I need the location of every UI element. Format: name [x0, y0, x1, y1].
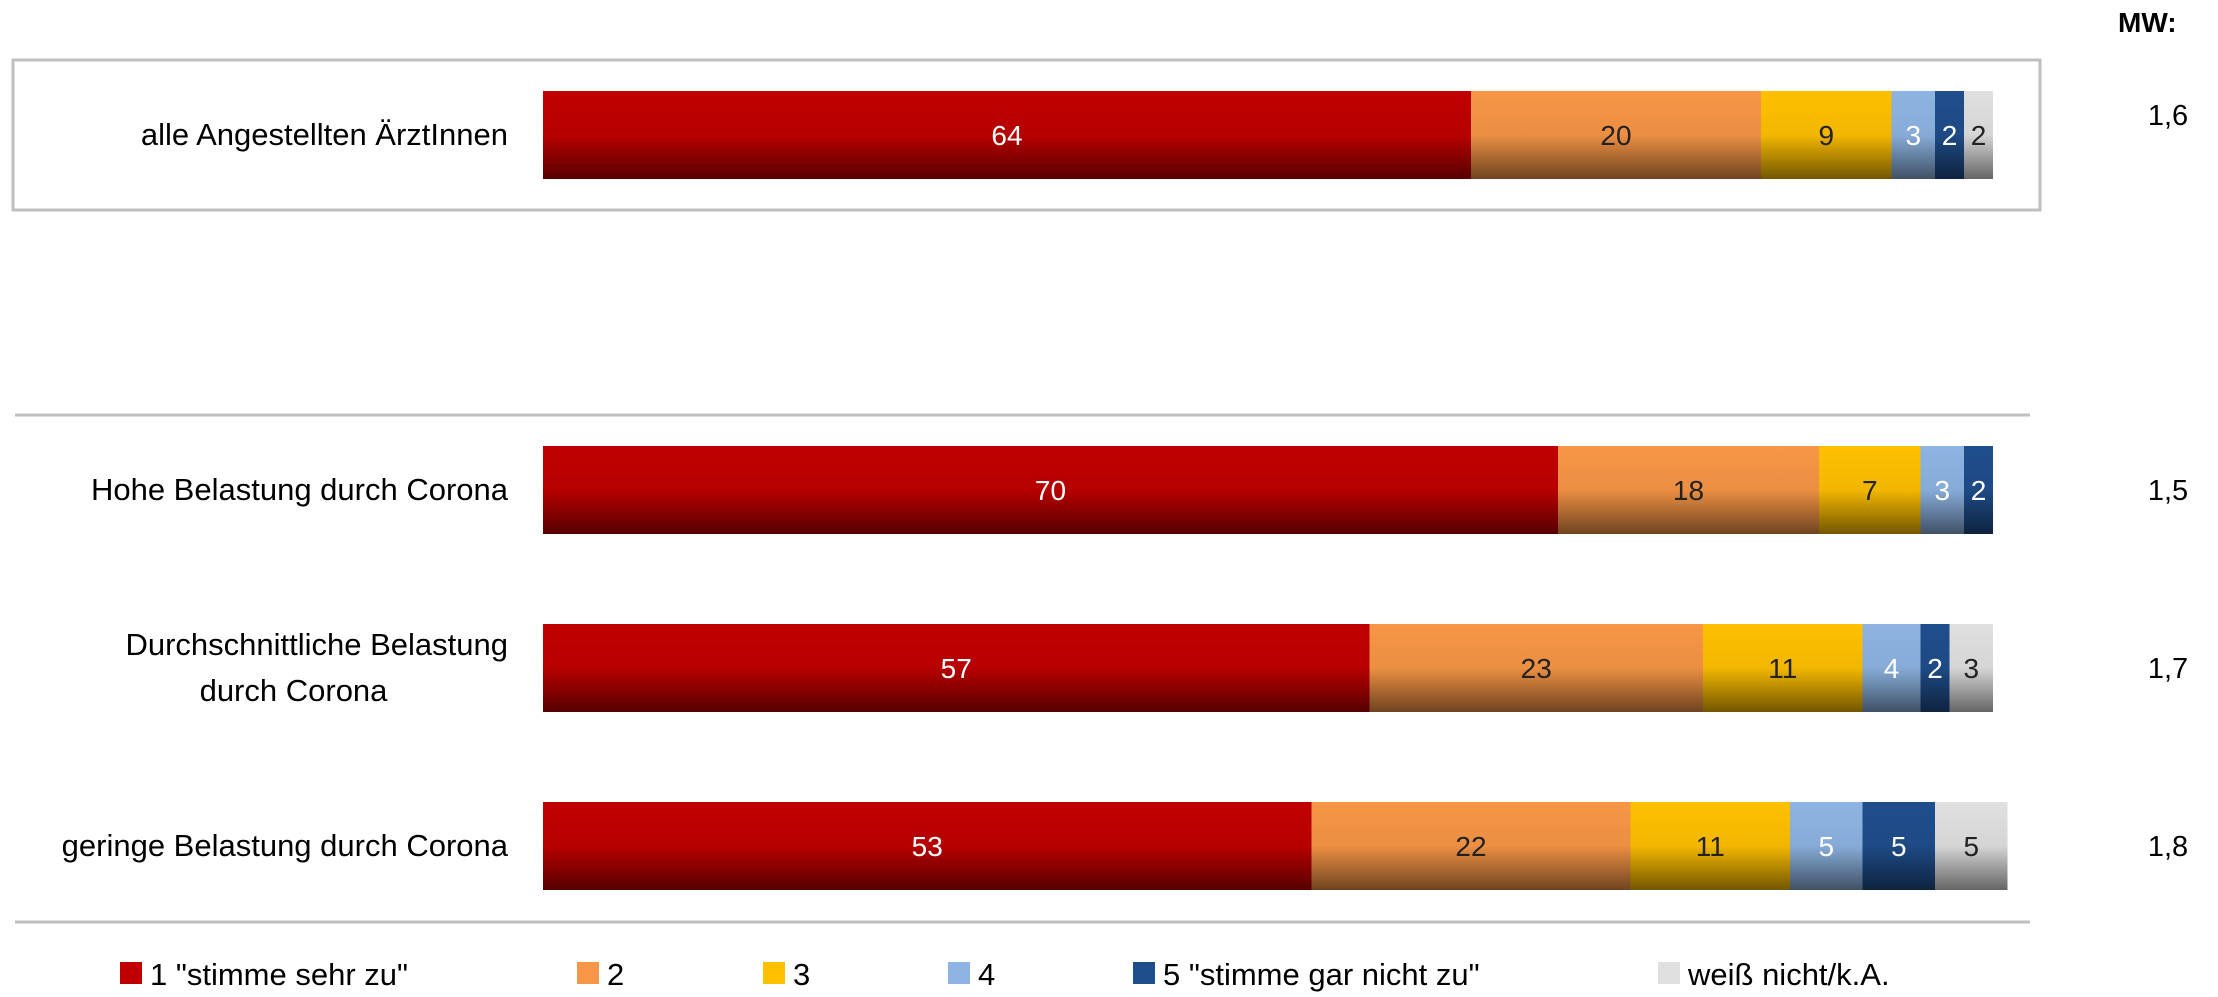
- mw-value: 1,8: [2148, 831, 2188, 863]
- data-label: 57: [941, 653, 972, 684]
- data-label: 2: [1942, 120, 1958, 151]
- category-label: durch Corona: [200, 673, 389, 708]
- legend-item-3: 3: [763, 957, 810, 992]
- legend-swatch: [120, 962, 142, 984]
- legend-swatch: [1658, 962, 1680, 984]
- bar-segment-alle-angestellten-rztinnen-s2: [1471, 91, 1761, 179]
- bar-segment-hohe-belastung-durch-corona-s2: [1558, 446, 1819, 534]
- legend-swatch: [1133, 962, 1155, 984]
- data-label: 2: [1971, 475, 1987, 506]
- bar-segment-durchschnittliche-belastung-durch-corona-s6: [1949, 624, 1993, 712]
- legend-label: 3: [793, 957, 810, 992]
- category-label: alle Angestellten ÄrztInnen: [141, 117, 508, 152]
- data-label: 53: [912, 831, 943, 862]
- category-labels: alle Angestellten ÄrztInnen Hohe Belastun…: [62, 117, 509, 863]
- data-label: 3: [1934, 475, 1950, 506]
- data-label: 2: [1927, 653, 1943, 684]
- data-label: 5: [1891, 831, 1907, 862]
- legend-swatch: [763, 962, 785, 984]
- mw-value: 1,6: [2148, 100, 2188, 132]
- data-label: 11: [1768, 653, 1797, 684]
- data-label: 18: [1673, 475, 1704, 506]
- bar-segment-geringe-belastung-durch-corona-s1: [543, 802, 1312, 890]
- bar-segment-hohe-belastung-durch-corona-s5: [1964, 446, 1993, 534]
- legend-swatch: [948, 962, 970, 984]
- legend-label: 4: [978, 957, 995, 992]
- data-label: 5: [1818, 831, 1834, 862]
- bar-segment-hohe-belastung-durch-corona-s4: [1920, 446, 1964, 534]
- data-label: 7: [1862, 475, 1878, 506]
- bar-segment-durchschnittliche-belastung-durch-corona-s5: [1920, 624, 1950, 712]
- legend-item-2: 2: [577, 957, 624, 992]
- bar-segment-hohe-belastung-durch-corona-s1: [543, 446, 1558, 534]
- legend-item-4: 4: [948, 957, 995, 992]
- bar-segment-geringe-belastung-durch-corona-s6: [1935, 802, 2008, 890]
- bar-segment-geringe-belastung-durch-corona-s4: [1790, 802, 1863, 890]
- data-label: 2: [1971, 120, 1987, 151]
- category-label: geringe Belastung durch Corona: [62, 828, 509, 863]
- legend-label: weiß nicht/k.A.: [1687, 957, 1890, 992]
- data-label: 70: [1035, 475, 1066, 506]
- bar-segment-durchschnittliche-belastung-durch-corona-s1: [543, 624, 1370, 712]
- bar-segment-geringe-belastung-durch-corona-s5: [1862, 802, 1935, 890]
- mw-value: 1,7: [2148, 653, 2188, 685]
- bar-segment-durchschnittliche-belastung-durch-corona-s2: [1369, 624, 1703, 712]
- legend: 1 "stimme sehr zu" 2 3 4 5 "stimme gar nicht…: [120, 957, 1890, 992]
- bar-segment-alle-angestellten-rztinnen-s5: [1935, 91, 1964, 179]
- bar-segment-durchschnittliche-belastung-durch-corona-s3: [1703, 624, 1863, 712]
- bar-segment-alle-angestellten-rztinnen-s6: [1964, 91, 1993, 179]
- mw-value: 1,5: [2148, 475, 2188, 507]
- data-label: 9: [1818, 120, 1834, 151]
- legend-label: 1 "stimme sehr zu": [150, 957, 408, 992]
- data-label: 20: [1600, 120, 1631, 151]
- legend-label: 5 "stimme gar nicht zu": [1163, 957, 1480, 992]
- total-group-frame: [11, 58, 2042, 212]
- bar-segment-hohe-belastung-durch-corona-s3: [1819, 446, 1921, 534]
- data-label: 23: [1521, 653, 1552, 684]
- bar-segment-geringe-belastung-durch-corona-s2: [1311, 802, 1631, 890]
- bar-segment-geringe-belastung-durch-corona-s3: [1630, 802, 1790, 890]
- bar-segment-alle-angestellten-rztinnen-s4: [1891, 91, 1935, 179]
- legend-item-6: weiß nicht/k.A.: [1658, 957, 1890, 992]
- data-label: 5: [1963, 831, 1979, 862]
- data-label: 22: [1455, 831, 1486, 862]
- data-label: 4: [1884, 653, 1900, 684]
- category-label: Hohe Belastung durch Corona: [91, 472, 509, 507]
- bar-segment-alle-angestellten-rztinnen-s3: [1761, 91, 1892, 179]
- bar-segment-alle-angestellten-rztinnen-s1: [543, 91, 1471, 179]
- data-label: 3: [1963, 653, 1979, 684]
- mean-values: 1,6 1,5 1,7 1,8: [2148, 100, 2188, 863]
- legend-swatch: [577, 962, 599, 984]
- category-label: Durchschnittliche Belastung: [125, 627, 508, 662]
- data-label: 11: [1696, 831, 1725, 862]
- legend-item-1: 1 "stimme sehr zu": [120, 957, 408, 992]
- bar-segment-durchschnittliche-belastung-durch-corona-s4: [1862, 624, 1921, 712]
- legend-item-5: 5 "stimme gar nicht zu": [1133, 957, 1480, 992]
- data-label: 3: [1905, 120, 1921, 151]
- data-label: 64: [991, 120, 1022, 151]
- legend-label: 2: [607, 957, 624, 992]
- mw-header: MW:: [2118, 7, 2177, 38]
- bars-layer: 64 20 9 3 2 270 18 7 3 257 23 11 4 2 353 22 11 5 5 5: [543, 91, 2008, 890]
